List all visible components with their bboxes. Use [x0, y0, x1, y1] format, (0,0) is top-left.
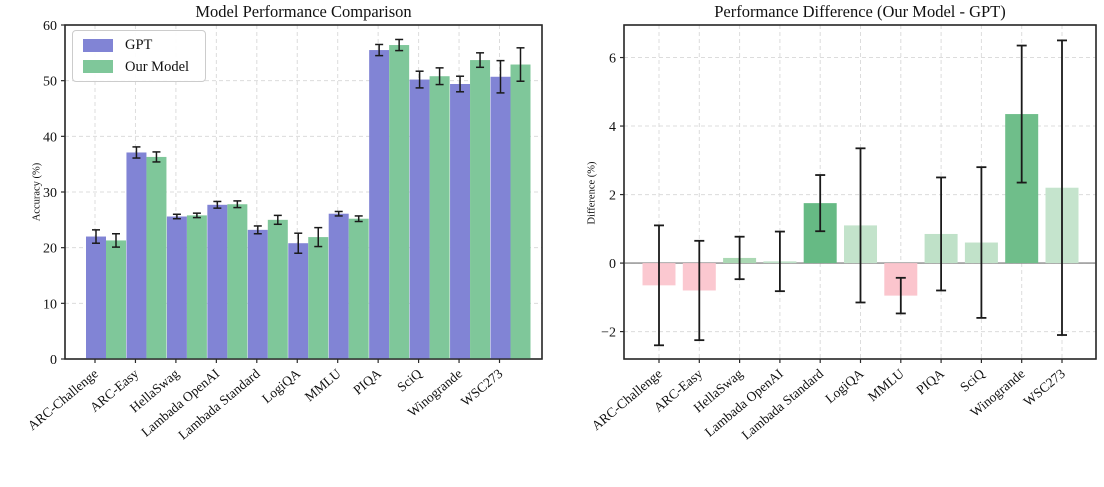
- right-y-tick-label: −2: [601, 326, 616, 341]
- bar-our-model-LogiQA: [308, 237, 329, 359]
- right-x-tick-label: ARC-Challenge: [589, 366, 665, 433]
- bar-our-model-HellaSwag: [186, 215, 207, 359]
- bar-gpt-HellaSwag: [166, 216, 187, 359]
- bar-gpt-PIQA: [369, 50, 390, 360]
- legend-swatch-our-model: [83, 60, 113, 74]
- left-plot-frame-top: [64, 24, 543, 360]
- legend-row-our-model: Our Model: [83, 58, 190, 75]
- bar-gpt-Lambada OpenAI: [207, 204, 228, 359]
- bar-gpt-Lambada Standard: [247, 229, 268, 359]
- right-x-tick-label: SciQ: [957, 366, 988, 395]
- bar-our-model-Winogrande: [470, 60, 491, 359]
- right-x-tick-label: PIQA: [913, 366, 947, 398]
- right-chart-title: Performance Difference (Our Model - GPT): [714, 2, 1006, 21]
- bar-gpt-Winogrande: [450, 84, 471, 360]
- right-y-tick-label: 2: [609, 189, 616, 204]
- right-x-tick-label: WSC273: [1020, 366, 1068, 409]
- left-x-tick-label: PIQA: [350, 366, 384, 398]
- left-y-tick-label: 40: [43, 130, 57, 145]
- legend-label-our-model: Our Model: [125, 58, 190, 75]
- right-x-tick-label: LogiQA: [822, 366, 866, 407]
- bar-our-model-WSC273: [510, 64, 531, 360]
- right-y-tick-label: 0: [609, 257, 616, 272]
- legend-row-gpt: GPT: [83, 38, 189, 53]
- bar-our-model-PIQA: [389, 45, 410, 359]
- bar-our-model-ARC-Easy: [146, 156, 167, 359]
- left-y-tick-label: 0: [50, 353, 57, 368]
- left-x-tick-label: WSC273: [458, 366, 506, 409]
- legend: GPT Our Model: [72, 30, 207, 82]
- bar-gpt-ARC-Easy: [126, 152, 147, 359]
- bar-gpt-LogiQA: [288, 243, 309, 359]
- left-x-tick-label: MMLU: [302, 366, 344, 405]
- bar-gpt-SciQ: [409, 79, 430, 359]
- right-y-tick-label: 4: [609, 120, 616, 135]
- left-x-tick-label: LogiQA: [259, 366, 303, 407]
- right-x-tick-label: MMLU: [865, 366, 907, 405]
- bar-our-model-ARC-Challenge: [106, 240, 126, 359]
- legend-label-gpt: GPT: [125, 37, 153, 53]
- legend-swatch-gpt: [83, 38, 113, 52]
- bar-our-model-SciQ: [429, 76, 450, 360]
- left-x-tick-label: ARC-Challenge: [25, 366, 101, 433]
- bar-gpt-ARC-Challenge: [86, 236, 106, 359]
- left-chart-title: Model Performance Comparison: [195, 2, 412, 21]
- left-y-tick-label: 60: [43, 19, 57, 34]
- bar-gpt-MMLU: [328, 213, 349, 359]
- bar-our-model-MMLU: [348, 218, 369, 359]
- bar-our-model-Lambada Standard: [267, 219, 288, 359]
- bar-gpt-WSC273: [490, 76, 511, 360]
- left-x-tick-label: SciQ: [394, 366, 425, 395]
- right-plot-frame-top: [623, 24, 1097, 360]
- left-y-axis-label: Accuracy (%): [31, 162, 43, 222]
- left-y-tick-label: 50: [43, 75, 57, 90]
- left-y-tick-label: 30: [43, 186, 57, 201]
- bar-our-model-Lambada OpenAI: [227, 204, 248, 359]
- left-y-tick-label: 20: [43, 242, 57, 257]
- right-y-axis-label: Difference (%): [586, 161, 598, 225]
- right-y-tick-label: 6: [609, 52, 616, 67]
- left-y-tick-label: 10: [43, 297, 57, 312]
